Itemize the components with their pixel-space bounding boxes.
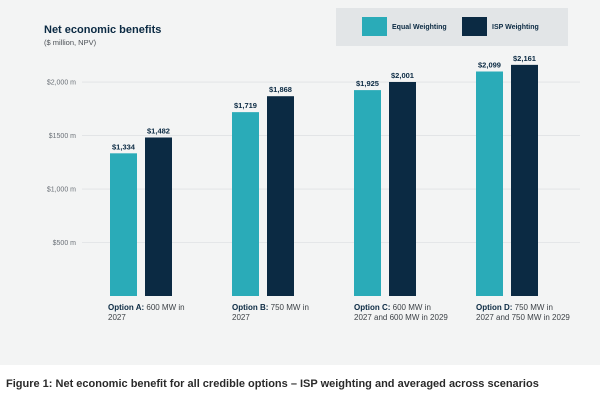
y-tick-label: $500 m [53, 240, 77, 247]
bar-value-label: $1,482 [147, 126, 170, 135]
chart-subtitle: ($ million, NPV) [44, 38, 97, 47]
legend-swatch-1 [462, 17, 487, 36]
bar-1-equal-weighting [110, 153, 137, 296]
category-label-option-a-text: 600 MW in 2027 [108, 303, 185, 322]
bar-4-isp-weighting [511, 64, 538, 296]
legend-label-1: ISP Weighting [492, 24, 539, 31]
category-label-option-b: Option B: 750 MW in 2027 [232, 303, 327, 323]
category-label-option-d: Option D: 750 MW in 2027 and 750 MW in 2… [476, 303, 571, 323]
bar-value-label: $1,334 [112, 142, 136, 151]
y-tick-label: $2,000 m [47, 80, 76, 87]
bar-2-isp-weighting [267, 96, 294, 296]
bar-value-label: $1,925 [356, 79, 379, 88]
bar-value-label: $2,001 [391, 71, 414, 80]
bars: $1,334 $1,482 $1,719 $1,868 $1,925 $2,001 $2,0… [110, 54, 538, 296]
category-label-option-a: Option A: 600 MW in 2027 [108, 303, 203, 323]
y-tick-label: $1,000 m [47, 187, 76, 194]
figure-caption: Figure 1: Net economic benefit for all c… [6, 378, 539, 390]
bar-3-equal-weighting [354, 90, 381, 296]
bar-3-isp-weighting [389, 81, 416, 296]
legend-swatch-0 [362, 17, 387, 36]
bar-4-equal-weighting [476, 71, 503, 296]
category-label-option-c: Option C: 600 MW in 2027 and 600 MW in 2… [354, 303, 449, 323]
bar-value-label: $2,161 [513, 54, 536, 63]
y-tick-label: $1500 m [49, 133, 76, 140]
category-label-option-d-bold: Option D: [476, 303, 513, 312]
category-label-option-b-bold: Option B: [232, 303, 269, 312]
legend-label-0: Equal Weighting [392, 24, 447, 31]
category-label-option-a-bold: Option A: [108, 303, 145, 312]
legend: Equal Weighting ISP Weighting [362, 17, 539, 36]
bar-1-isp-weighting [145, 137, 172, 296]
category-label-option-c-text: 600 MW in 2027 and 600 MW in 2029 [354, 303, 448, 322]
category-label-option-c-bold: Option C: [354, 303, 391, 312]
bar-value-label: $1,868 [269, 85, 292, 94]
bar-value-label: $1,719 [234, 101, 257, 110]
bar-2-equal-weighting [232, 112, 259, 296]
bar-value-label: $2,099 [478, 60, 501, 69]
chart: Net economic benefits ($ million, NPV) $… [44, 8, 580, 296]
category-label-option-b-text: 750 MW in 2027 [232, 303, 309, 322]
figure-panel: Net economic benefits ($ million, NPV) $… [0, 0, 600, 365]
chart-title: Net economic benefits [44, 24, 161, 36]
category-label-option-d-text: 750 MW in 2027 and 750 MW in 2029 [476, 303, 570, 322]
